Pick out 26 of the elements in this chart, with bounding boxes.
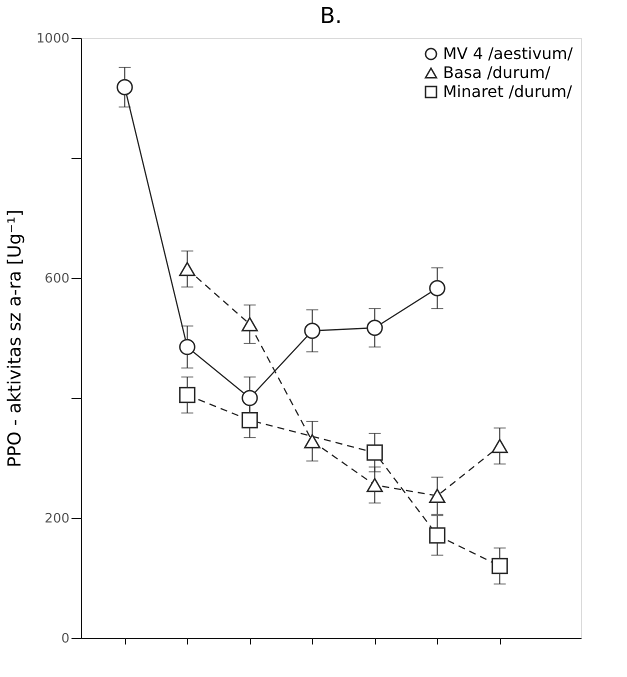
point bbox=[492, 558, 508, 574]
point bbox=[179, 262, 196, 276]
point bbox=[429, 527, 446, 544]
point bbox=[366, 478, 383, 492]
y-tick-label: 1000 bbox=[36, 32, 70, 46]
y-tick-label: 0 bbox=[61, 632, 70, 646]
y-axis-title: PPO - aktivitas sz a-ra [Ug⁻¹] bbox=[4, 210, 26, 468]
point bbox=[242, 317, 258, 332]
point bbox=[116, 79, 133, 96]
y-tick-label: 200 bbox=[44, 512, 70, 526]
legend-label: Minaret /durum/ bbox=[443, 82, 573, 101]
point bbox=[304, 434, 320, 448]
point bbox=[492, 438, 508, 454]
legend-label: Basa /durum/ bbox=[443, 63, 551, 82]
legend-label: MV 4 /aestivum/ bbox=[443, 44, 574, 63]
point bbox=[366, 444, 383, 461]
y-tick-label: 600 bbox=[44, 272, 70, 286]
point bbox=[179, 386, 196, 404]
point bbox=[179, 338, 196, 356]
point bbox=[304, 322, 320, 339]
chart-title: B. bbox=[320, 4, 342, 29]
point bbox=[242, 412, 258, 428]
point bbox=[429, 280, 446, 296]
point bbox=[242, 390, 258, 406]
point bbox=[366, 320, 383, 336]
point bbox=[429, 488, 446, 503]
